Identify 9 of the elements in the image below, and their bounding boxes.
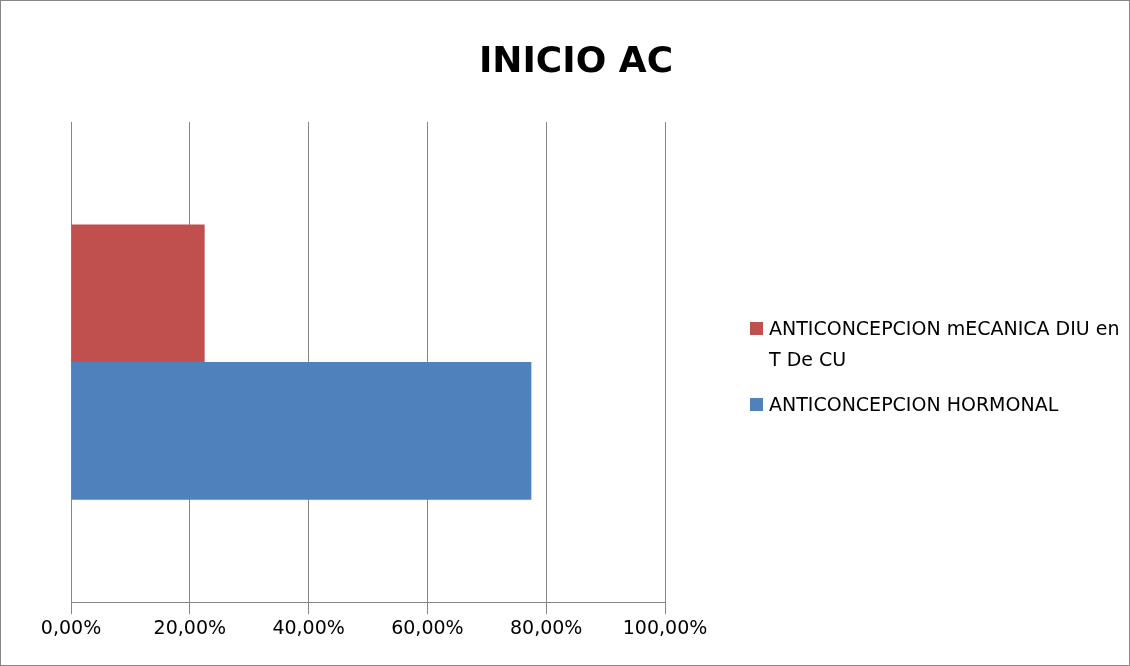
x-tick-label: 40,00% bbox=[272, 615, 345, 638]
x-tick-label: 0,00% bbox=[40, 615, 102, 638]
legend-label: ANTICONCEPCION HORMONAL bbox=[769, 392, 1059, 417]
legend-label: ANTICONCEPCION mECANICA DIU en T De CU bbox=[769, 316, 1120, 372]
x-tick-label: 60,00% bbox=[391, 615, 464, 638]
x-tick-label: 20,00% bbox=[153, 615, 227, 638]
x-tick-label: 100,00% bbox=[622, 615, 708, 638]
chart-title: INICIO AC bbox=[477, 39, 675, 80]
x-tick-label: 80,00% bbox=[509, 615, 583, 638]
